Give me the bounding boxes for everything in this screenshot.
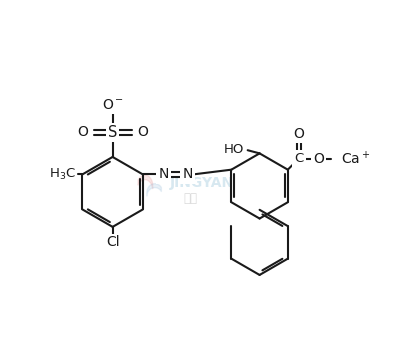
Text: 精颜: 精颜 xyxy=(183,192,197,205)
Text: H$_3$C: H$_3$C xyxy=(49,167,76,182)
Text: O: O xyxy=(313,152,324,166)
Text: JINGYAN: JINGYAN xyxy=(170,176,234,190)
Text: HO: HO xyxy=(223,143,244,156)
Text: C: C xyxy=(294,152,304,165)
Text: O$^-$: O$^-$ xyxy=(102,98,124,112)
Text: N: N xyxy=(182,167,192,181)
Text: Cl: Cl xyxy=(106,235,120,249)
Text: N: N xyxy=(158,167,169,181)
Text: O: O xyxy=(77,125,88,139)
Text: S: S xyxy=(108,125,117,140)
Text: Ca$^+$: Ca$^+$ xyxy=(341,150,370,167)
Text: O: O xyxy=(137,125,148,139)
Text: O: O xyxy=(294,127,304,141)
